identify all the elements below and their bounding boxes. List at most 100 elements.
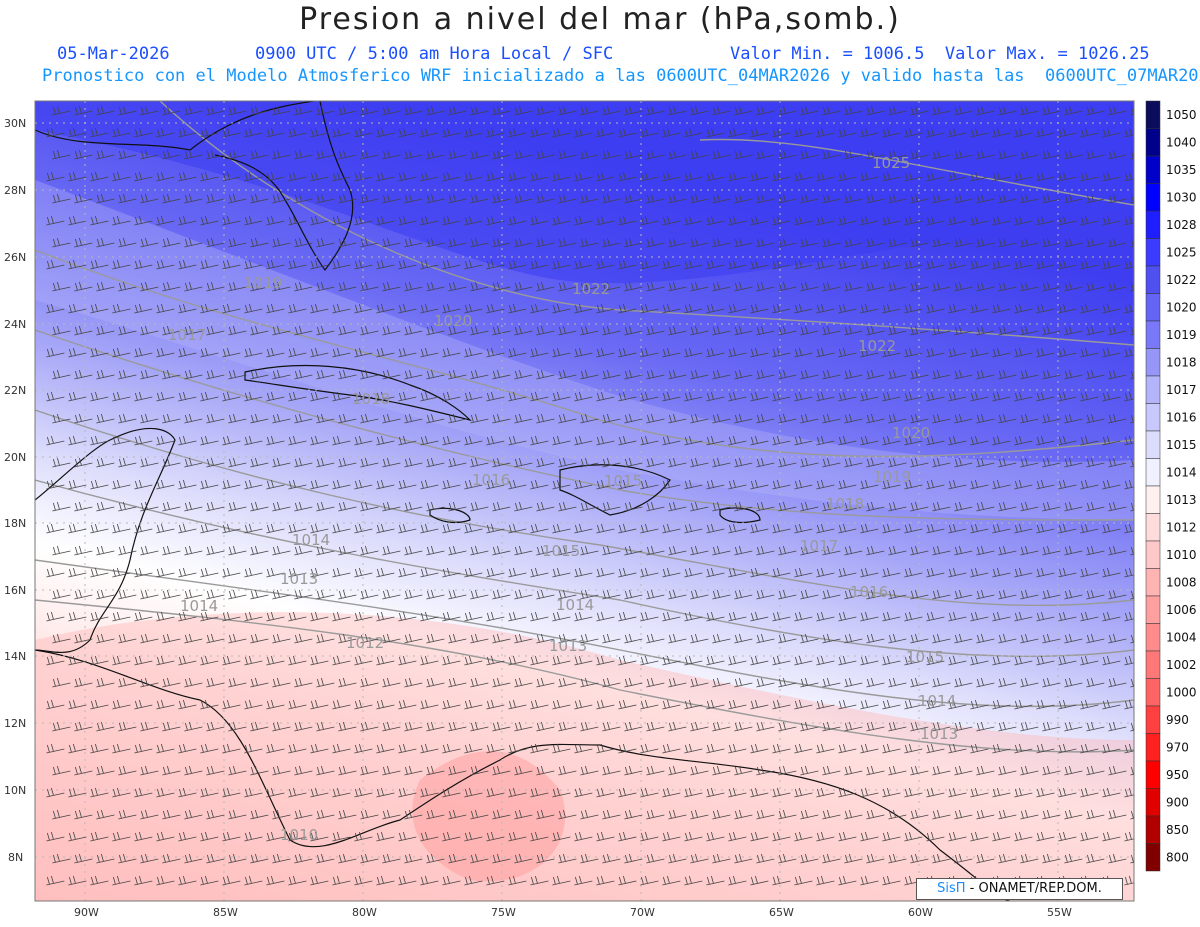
wind-barb xyxy=(706,831,725,842)
colorbar-label: 1002 xyxy=(1166,658,1197,672)
wind-barb xyxy=(514,545,533,556)
wind-barb xyxy=(96,369,115,380)
wind-barb xyxy=(706,611,725,622)
colorbar-label: 1025 xyxy=(1166,245,1197,259)
wind-barb xyxy=(574,479,593,490)
wind-barb xyxy=(74,325,93,336)
wind-barb xyxy=(640,567,659,578)
wind-barb xyxy=(1102,567,1121,578)
wind-barb xyxy=(206,369,225,380)
wind-barb xyxy=(228,589,247,600)
wind-barb xyxy=(332,303,351,314)
wind-barb xyxy=(558,545,577,556)
wind-barb xyxy=(68,127,87,138)
wind-barb xyxy=(1130,458,1134,468)
contour-label: 1025 xyxy=(872,154,910,172)
wind-barb xyxy=(96,633,115,644)
colorbar-swatch xyxy=(1145,540,1161,569)
wind-barb xyxy=(1064,413,1083,424)
wind-barb xyxy=(1014,611,1033,622)
wind-barb xyxy=(200,787,219,798)
colorbar-label: 1040 xyxy=(1166,135,1197,149)
wind-barb xyxy=(1020,413,1039,424)
contour-labels: 1025 1022 1022 1020 1020 1019 1019 1018 … xyxy=(168,154,958,844)
wind-barb xyxy=(640,611,659,622)
wind-barb xyxy=(1124,523,1134,534)
wind-barb xyxy=(1058,831,1077,842)
wind-barb xyxy=(1130,634,1134,644)
wind-barb xyxy=(536,413,555,424)
wind-barb xyxy=(74,589,93,600)
wind-barb xyxy=(288,391,307,402)
wind-barb xyxy=(1058,127,1077,138)
wind-barb xyxy=(398,699,417,710)
wind-barb xyxy=(800,765,819,776)
wind-barb xyxy=(1020,589,1039,600)
wind-barb xyxy=(992,699,1011,710)
wind-barb xyxy=(332,127,351,138)
wind-barb xyxy=(530,699,549,710)
wind-barb xyxy=(954,413,973,424)
wind-barb xyxy=(998,105,1017,116)
wind-barb xyxy=(354,479,373,490)
wind-barb xyxy=(90,347,109,358)
wind-barb xyxy=(442,787,461,798)
wind-barb xyxy=(536,589,555,600)
wind-barb xyxy=(376,743,395,754)
wind-barb xyxy=(1036,831,1055,842)
wind-barb xyxy=(332,523,351,534)
wind-barb xyxy=(266,391,285,402)
wind-barb xyxy=(244,215,263,226)
wind-barb xyxy=(932,413,951,424)
wind-barb xyxy=(882,743,901,754)
wind-barb xyxy=(712,809,731,820)
wind-barb xyxy=(668,413,687,424)
wind-barb xyxy=(926,787,945,798)
wind-barb xyxy=(206,325,225,336)
wind-barb xyxy=(404,853,423,864)
contour-label: 1016 xyxy=(472,471,510,489)
wind-barb xyxy=(404,193,423,204)
wind-barb xyxy=(750,215,769,226)
wind-barb xyxy=(816,699,835,710)
wind-barb xyxy=(844,369,863,380)
wind-barb xyxy=(442,303,461,314)
wind-barb xyxy=(338,633,357,644)
wind-barb xyxy=(354,435,373,446)
wind-barb xyxy=(96,105,115,116)
wind-barb xyxy=(976,237,995,248)
wind-barb xyxy=(1058,699,1077,710)
wind-barb xyxy=(118,633,137,644)
wind-barb xyxy=(464,479,483,490)
wind-barb xyxy=(140,413,159,424)
wind-barb xyxy=(910,809,929,820)
wind-barb xyxy=(294,765,313,776)
wind-barb xyxy=(712,765,731,776)
wind-barb xyxy=(1036,567,1055,578)
colorbar-swatch xyxy=(1145,623,1161,652)
colorbar-swatch xyxy=(1145,650,1161,679)
wind-barb xyxy=(1102,259,1121,270)
wind-barb xyxy=(992,655,1011,666)
wind-barb xyxy=(558,633,577,644)
wind-barb xyxy=(338,721,357,732)
wind-barb xyxy=(882,611,901,622)
wind-barb xyxy=(646,677,665,688)
wind-barb xyxy=(464,171,483,182)
colorbar-swatch xyxy=(1145,705,1161,734)
wind-barb xyxy=(492,853,511,864)
wind-barb xyxy=(976,633,995,644)
wind-barb xyxy=(640,347,659,358)
wind-barb xyxy=(734,281,753,292)
wind-barb xyxy=(932,149,951,160)
wind-barb xyxy=(68,611,87,622)
wind-barb xyxy=(52,765,71,776)
wind-barb xyxy=(206,237,225,248)
wind-barb xyxy=(728,347,747,358)
wind-barb xyxy=(46,479,65,490)
wind-barb xyxy=(74,281,93,292)
wind-barb xyxy=(800,149,819,160)
wind-barb xyxy=(932,809,951,820)
wind-barb xyxy=(954,809,973,820)
wind-barb xyxy=(558,853,577,864)
